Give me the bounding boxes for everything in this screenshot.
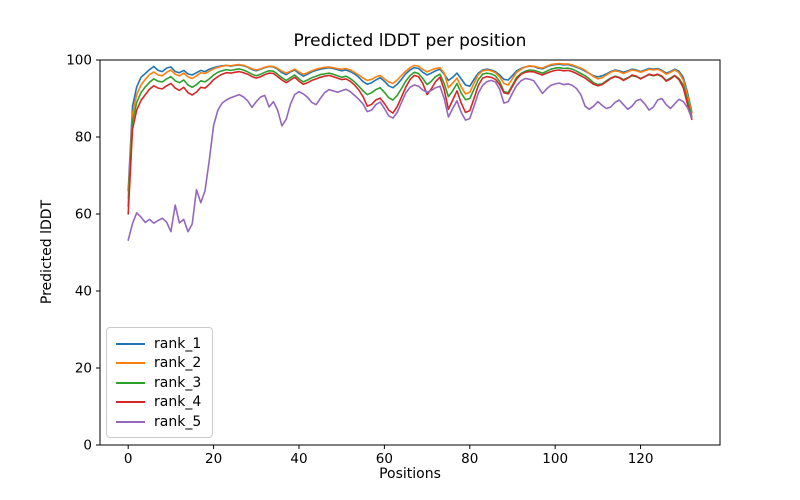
legend-label: rank_5 <box>154 413 202 430</box>
series-line-rank_3 <box>127 66 693 208</box>
x-tick-label: 40 <box>290 451 307 467</box>
series-line-rank_5 <box>127 77 693 241</box>
axes-frame <box>99 59 721 446</box>
legend-item-rank_3: rank_3 <box>116 376 203 390</box>
y-tick-label: 100 <box>66 53 92 69</box>
legend-line-sample <box>116 342 145 345</box>
legend-line-sample <box>116 401 145 403</box>
legend-label: rank_4 <box>154 394 202 410</box>
chart-title: Predicted lDDT per position <box>293 31 527 51</box>
legend-item-rank_5: rank_5 <box>116 415 203 429</box>
y-tick-label: 80 <box>75 130 92 146</box>
legend-line-sample <box>116 381 145 384</box>
legend-label: rank_1 <box>154 335 202 352</box>
x-tick-label: 20 <box>205 451 222 467</box>
legend-line-sample <box>116 420 145 423</box>
legend-item-rank_1: rank_1 <box>116 337 203 351</box>
x-tick-label: 120 <box>628 451 654 467</box>
series-line-rank_2 <box>127 62 693 200</box>
legend-label: rank_3 <box>154 374 202 391</box>
legend-label: rank_2 <box>154 355 202 371</box>
x-tick-label: 80 <box>461 451 478 467</box>
x-tick-label: 100 <box>542 451 568 467</box>
legend: rank_1 rank_2 rank_3 rank_4 rank_5 <box>106 327 213 438</box>
y-tick-label: 40 <box>75 284 92 300</box>
legend-item-rank_2: rank_2 <box>116 356 203 370</box>
x-tick-label: 0 <box>124 451 133 467</box>
legend-item-rank_4: rank_4 <box>116 395 203 409</box>
y-axis-label: Predicted lDDT <box>39 199 55 305</box>
x-tick-label: 60 <box>376 451 393 467</box>
y-tick-label: 20 <box>75 361 92 377</box>
x-axis-label: Positions <box>379 466 441 482</box>
y-tick-label: 60 <box>75 207 92 223</box>
legend-line-sample <box>116 362 145 364</box>
y-tick-label: 0 <box>83 438 92 454</box>
series-line-rank_4 <box>127 69 693 215</box>
